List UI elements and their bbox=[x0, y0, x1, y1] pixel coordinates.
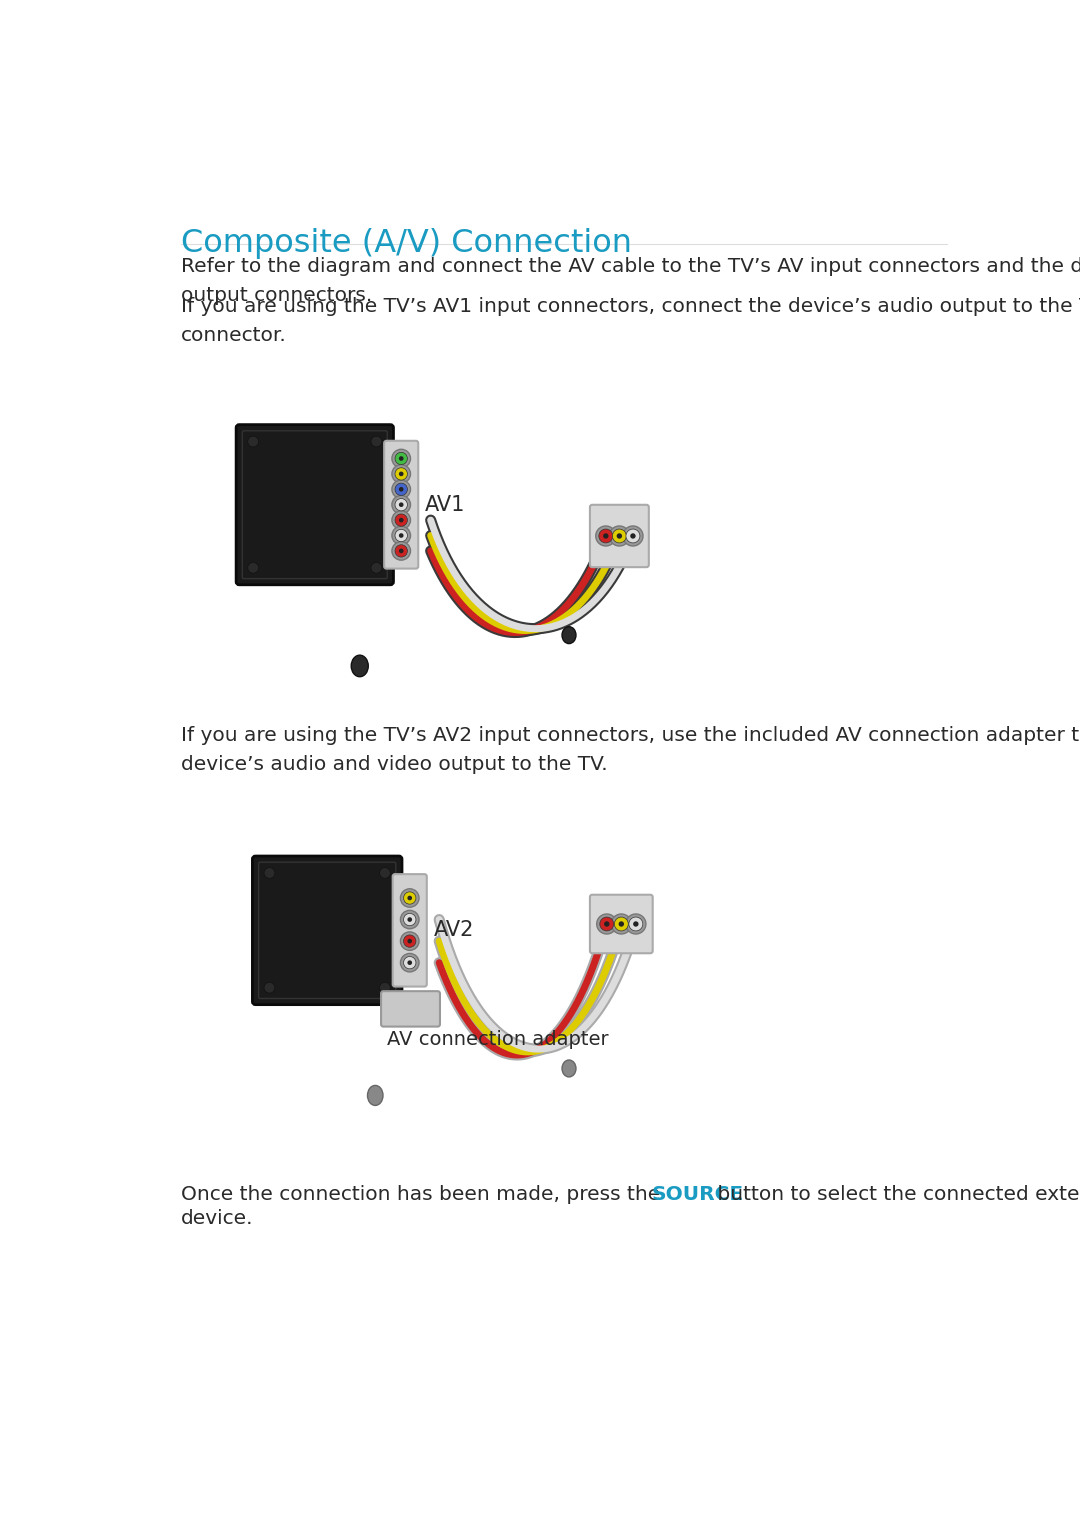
Circle shape bbox=[597, 915, 617, 935]
Circle shape bbox=[404, 956, 416, 968]
Circle shape bbox=[395, 483, 407, 495]
Circle shape bbox=[404, 935, 416, 947]
Ellipse shape bbox=[562, 626, 576, 643]
Text: If you are using the TV’s AV1 input connectors, connect the device’s audio outpu: If you are using the TV’s AV1 input conn… bbox=[181, 298, 1080, 345]
Text: Refer to the diagram and connect the AV cable to the TV’s AV input connectors an: Refer to the diagram and connect the AV … bbox=[181, 258, 1080, 305]
Circle shape bbox=[404, 913, 416, 925]
Circle shape bbox=[399, 457, 404, 461]
Circle shape bbox=[379, 982, 390, 993]
Circle shape bbox=[392, 542, 410, 560]
Circle shape bbox=[598, 528, 612, 544]
FancyBboxPatch shape bbox=[590, 505, 649, 567]
Circle shape bbox=[392, 527, 410, 545]
Circle shape bbox=[615, 918, 629, 931]
Circle shape bbox=[395, 545, 407, 557]
FancyBboxPatch shape bbox=[253, 857, 402, 1005]
Circle shape bbox=[407, 918, 413, 922]
Circle shape bbox=[629, 918, 643, 931]
Circle shape bbox=[395, 452, 407, 464]
Circle shape bbox=[631, 533, 636, 539]
Circle shape bbox=[247, 437, 258, 447]
Circle shape bbox=[604, 921, 609, 927]
FancyBboxPatch shape bbox=[590, 895, 652, 953]
Circle shape bbox=[379, 867, 390, 878]
Circle shape bbox=[399, 472, 404, 476]
Circle shape bbox=[395, 467, 407, 479]
Text: Once the connection has been made, press the: Once the connection has been made, press… bbox=[181, 1185, 666, 1203]
FancyBboxPatch shape bbox=[384, 441, 418, 568]
Circle shape bbox=[404, 892, 416, 904]
Circle shape bbox=[395, 530, 407, 542]
Circle shape bbox=[264, 867, 275, 878]
Circle shape bbox=[392, 464, 410, 483]
Text: Composite (A/V) Connection: Composite (A/V) Connection bbox=[181, 228, 632, 260]
Circle shape bbox=[399, 518, 404, 522]
Circle shape bbox=[609, 525, 630, 547]
FancyBboxPatch shape bbox=[381, 991, 440, 1026]
Circle shape bbox=[603, 533, 608, 539]
Circle shape bbox=[399, 548, 404, 553]
Ellipse shape bbox=[562, 1060, 576, 1077]
FancyBboxPatch shape bbox=[393, 873, 427, 986]
Circle shape bbox=[399, 487, 404, 492]
Circle shape bbox=[392, 512, 410, 530]
Circle shape bbox=[401, 889, 419, 907]
Circle shape bbox=[247, 562, 258, 573]
Circle shape bbox=[372, 437, 382, 447]
Ellipse shape bbox=[367, 1086, 383, 1106]
Circle shape bbox=[611, 915, 632, 935]
Circle shape bbox=[264, 982, 275, 993]
Ellipse shape bbox=[351, 655, 368, 676]
Text: SOURCE: SOURCE bbox=[651, 1185, 744, 1203]
Circle shape bbox=[401, 910, 419, 928]
Circle shape bbox=[626, 528, 640, 544]
Text: AV2: AV2 bbox=[434, 921, 474, 941]
Circle shape bbox=[623, 525, 643, 547]
Circle shape bbox=[392, 449, 410, 467]
Text: button to select the connected external: button to select the connected external bbox=[712, 1185, 1080, 1203]
Circle shape bbox=[625, 915, 646, 935]
Text: device.: device. bbox=[181, 1209, 254, 1228]
Text: AV1: AV1 bbox=[426, 495, 465, 515]
Circle shape bbox=[372, 562, 382, 573]
Circle shape bbox=[596, 525, 616, 547]
Circle shape bbox=[617, 533, 622, 539]
Circle shape bbox=[392, 479, 410, 498]
Circle shape bbox=[407, 960, 413, 965]
Circle shape bbox=[407, 939, 413, 944]
Circle shape bbox=[399, 502, 404, 507]
Circle shape bbox=[619, 921, 624, 927]
Circle shape bbox=[633, 921, 638, 927]
Circle shape bbox=[612, 528, 626, 544]
Text: AV connection adapter: AV connection adapter bbox=[388, 1031, 609, 1049]
Text: If you are using the TV’s AV2 input connectors, use the included AV connection a: If you are using the TV’s AV2 input conn… bbox=[181, 727, 1080, 774]
Circle shape bbox=[401, 931, 419, 950]
FancyBboxPatch shape bbox=[237, 425, 393, 585]
Circle shape bbox=[401, 953, 419, 971]
Circle shape bbox=[399, 533, 404, 538]
Circle shape bbox=[599, 918, 613, 931]
Circle shape bbox=[395, 498, 407, 512]
Circle shape bbox=[395, 515, 407, 527]
Circle shape bbox=[392, 495, 410, 515]
Circle shape bbox=[407, 896, 413, 901]
